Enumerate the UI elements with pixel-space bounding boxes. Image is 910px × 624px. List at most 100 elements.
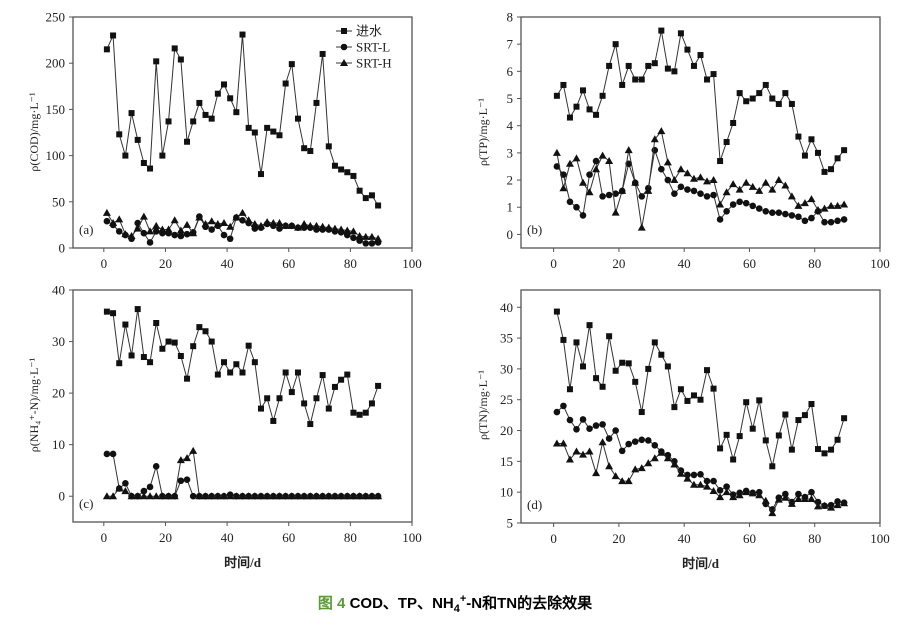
data-point bbox=[749, 95, 756, 102]
data-point bbox=[367, 232, 376, 240]
chart-panel-b: 0 20 40 60 80 100 0 1 2 3 4 5 6 7 8 ρ(TP)/mg·L⁻¹ (b) bbox=[476, 10, 890, 272]
data-point bbox=[226, 235, 234, 243]
data-point bbox=[374, 234, 383, 242]
x-tick-label: 40 bbox=[221, 530, 234, 545]
data-point bbox=[761, 496, 770, 504]
data-point bbox=[624, 146, 633, 154]
data-point bbox=[664, 363, 671, 370]
data-point bbox=[312, 221, 321, 229]
data-point bbox=[343, 492, 352, 500]
data-point bbox=[220, 492, 229, 500]
data-point bbox=[742, 488, 751, 496]
series-line bbox=[106, 212, 379, 240]
data-point bbox=[572, 447, 581, 455]
data-point bbox=[307, 147, 314, 154]
data-point bbox=[703, 177, 712, 185]
data-point bbox=[232, 213, 241, 221]
data-point bbox=[233, 361, 240, 368]
data-point bbox=[146, 483, 154, 491]
data-point bbox=[269, 219, 278, 227]
data-point bbox=[165, 338, 172, 345]
data-point bbox=[723, 139, 730, 146]
data-point bbox=[729, 201, 737, 208]
y-tick-label: 20 bbox=[500, 423, 513, 438]
series-triangle bbox=[552, 438, 849, 517]
series-triangle bbox=[552, 127, 849, 231]
data-point bbox=[183, 220, 192, 228]
x-tick-label: 60 bbox=[282, 530, 295, 545]
data-point bbox=[361, 232, 370, 240]
data-point bbox=[116, 131, 123, 138]
data-point bbox=[319, 50, 326, 57]
data-point bbox=[593, 111, 600, 118]
data-point bbox=[368, 240, 376, 247]
data-point bbox=[196, 324, 203, 331]
data-point bbox=[133, 224, 142, 232]
data-point bbox=[324, 223, 333, 231]
data-point bbox=[644, 186, 653, 194]
data-point bbox=[697, 52, 704, 59]
data-point bbox=[189, 446, 198, 454]
y-tick-label: 5 bbox=[507, 516, 514, 531]
legend-marker bbox=[340, 59, 348, 66]
x-tick-label: 0 bbox=[101, 256, 108, 271]
data-point bbox=[344, 371, 351, 378]
series-line bbox=[106, 309, 379, 426]
y-tick-label: 40 bbox=[500, 300, 513, 315]
data-point bbox=[761, 178, 770, 186]
y-tick-label: 5 bbox=[507, 91, 514, 106]
data-point bbox=[834, 155, 841, 162]
data-point bbox=[350, 409, 357, 416]
data-point bbox=[288, 61, 295, 68]
data-point bbox=[293, 492, 302, 500]
data-point bbox=[833, 501, 842, 509]
chart-panel-a: 0 20 40 60 80 100 0 50 100 150 200 250 ρ(COD)/mg·L⁻¹… bbox=[27, 10, 422, 272]
data-point bbox=[605, 191, 613, 199]
data-point bbox=[697, 190, 704, 197]
data-point bbox=[736, 433, 743, 440]
data-point bbox=[605, 435, 613, 442]
data-point bbox=[202, 111, 209, 118]
x-tick-label: 0 bbox=[101, 530, 108, 545]
data-point bbox=[605, 462, 614, 470]
data-point bbox=[140, 159, 147, 166]
data-point bbox=[782, 411, 789, 418]
data-point bbox=[288, 389, 295, 396]
data-point bbox=[631, 465, 640, 473]
data-point bbox=[841, 415, 848, 422]
data-point bbox=[755, 186, 764, 194]
data-point bbox=[638, 76, 645, 83]
chart-panel-d: 0 20 40 60 80 100 5 10 15 20 25 30 35 40 ρ(TN)/mg·L⁻¹ 时… bbox=[476, 289, 890, 571]
data-point bbox=[176, 456, 185, 464]
data-point bbox=[325, 143, 332, 150]
y-tick-label: 2 bbox=[507, 173, 514, 188]
data-point bbox=[638, 409, 645, 416]
y-tick-label: 30 bbox=[500, 361, 513, 376]
x-tick-label: 80 bbox=[344, 256, 357, 271]
data-point bbox=[127, 492, 136, 500]
data-point bbox=[579, 212, 587, 219]
data-point bbox=[580, 363, 587, 370]
data-point bbox=[592, 165, 601, 173]
y-tick-label: 30 bbox=[52, 334, 65, 349]
data-point bbox=[140, 487, 148, 495]
data-point bbox=[814, 498, 822, 506]
data-point bbox=[841, 147, 848, 154]
data-point bbox=[696, 480, 705, 488]
data-point bbox=[121, 487, 130, 495]
data-point bbox=[624, 477, 633, 485]
data-point bbox=[749, 202, 757, 210]
data-point bbox=[650, 454, 659, 462]
data-point bbox=[645, 62, 652, 69]
data-point bbox=[560, 402, 567, 410]
data-point bbox=[239, 216, 246, 224]
x-tick-label: 60 bbox=[743, 531, 756, 546]
data-point bbox=[742, 178, 751, 186]
data-point bbox=[208, 226, 215, 233]
x-tick-label: 40 bbox=[678, 531, 691, 546]
x-tick-label: 0 bbox=[550, 531, 557, 546]
data-point bbox=[762, 208, 770, 215]
data-point bbox=[250, 219, 259, 227]
y-tick-label: 10 bbox=[500, 485, 513, 500]
data-point bbox=[795, 490, 802, 498]
